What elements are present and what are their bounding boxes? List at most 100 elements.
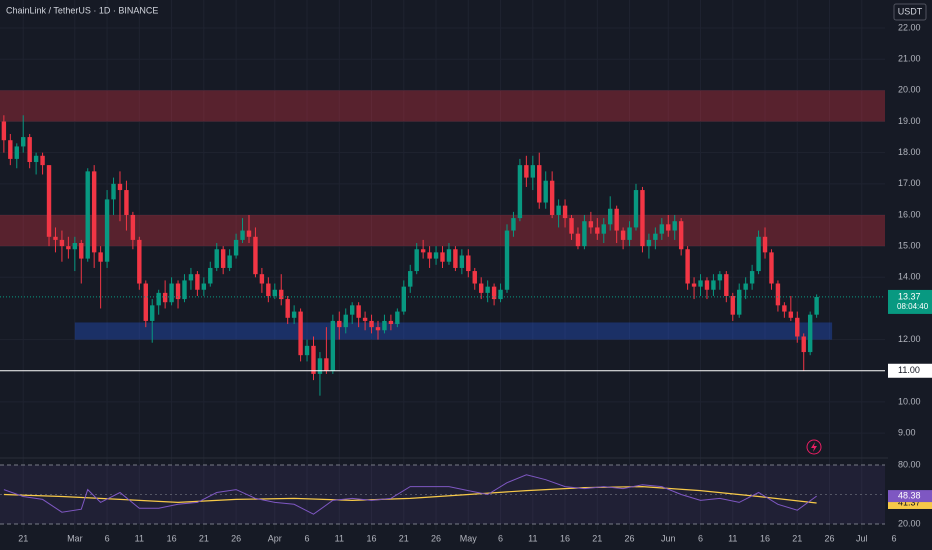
x-tick-label: Mar bbox=[67, 533, 83, 543]
x-tick-label: 21 bbox=[592, 533, 602, 543]
candle-body bbox=[124, 190, 129, 215]
candle-body bbox=[53, 236, 58, 240]
candle-body bbox=[33, 155, 39, 163]
candle-body bbox=[104, 199, 110, 262]
overlay: 21 Mar 6 11 16 21 26 Apr 6 11 16 21 26 May 6 11 16 21 26 Ju… bbox=[18, 22, 932, 543]
y-tick-label: 19.00 bbox=[898, 116, 921, 126]
candle-body bbox=[279, 289, 284, 300]
countdown: 08:04:40 bbox=[897, 302, 929, 311]
candle-body bbox=[479, 283, 484, 293]
rsi bbox=[3, 474, 817, 515]
candle-body bbox=[175, 283, 181, 300]
candle-body bbox=[756, 236, 761, 272]
candle-body bbox=[440, 252, 445, 262]
x-tick-label: Apr bbox=[268, 533, 282, 543]
alert-icon[interactable] bbox=[806, 439, 822, 455]
candle-body bbox=[717, 274, 723, 281]
candle-body bbox=[117, 183, 123, 191]
candle-body bbox=[659, 224, 665, 234]
x-tick-label: Jul bbox=[856, 533, 868, 543]
candle-body bbox=[40, 155, 45, 166]
candle-body bbox=[678, 221, 684, 250]
candle-body bbox=[317, 358, 323, 374]
x-tick-label: 21 bbox=[399, 533, 409, 543]
candle-body bbox=[517, 165, 523, 219]
rsi_ma bbox=[3, 485, 817, 504]
candle-body bbox=[620, 230, 626, 240]
rsi-tick-label: 80.00 bbox=[898, 459, 921, 469]
candle-body bbox=[698, 280, 703, 287]
price-axis-bg bbox=[888, 0, 932, 550]
candle-body bbox=[807, 314, 813, 353]
rsi_ma-value-label: 41.37 bbox=[898, 497, 921, 507]
y-tick-label: 17.00 bbox=[898, 178, 921, 188]
x-tick-label: 11 bbox=[135, 533, 144, 543]
candle-body bbox=[227, 255, 232, 268]
candle-body bbox=[640, 190, 645, 247]
candle-body bbox=[188, 274, 194, 281]
candle-body bbox=[562, 205, 568, 219]
candle-body bbox=[27, 137, 32, 163]
x-tick-label: 11 bbox=[728, 533, 737, 543]
plot bbox=[0, 0, 885, 530]
candle-body bbox=[46, 165, 52, 237]
candle-body bbox=[395, 311, 400, 325]
x-tick-label: 6 bbox=[305, 533, 310, 543]
x-tick-label: 26 bbox=[231, 533, 241, 543]
candle-body bbox=[72, 243, 78, 250]
candle-body bbox=[453, 249, 458, 268]
x-tick-label: 26 bbox=[825, 533, 835, 543]
candle-body bbox=[240, 230, 245, 240]
candle-body bbox=[362, 317, 368, 321]
candle-body bbox=[762, 236, 768, 253]
candle-body bbox=[795, 317, 800, 337]
candle-body bbox=[285, 299, 290, 318]
candle-body bbox=[304, 345, 310, 356]
y-tick-label: 18.00 bbox=[898, 147, 921, 157]
candle-body bbox=[737, 289, 742, 315]
candle-body bbox=[408, 271, 413, 287]
candle-body bbox=[220, 249, 226, 268]
last-price-label: 13.37 bbox=[898, 291, 921, 301]
candle-body bbox=[504, 230, 510, 290]
candle-body bbox=[201, 283, 207, 290]
candle-body bbox=[130, 214, 136, 240]
candle-body bbox=[711, 280, 716, 290]
y-tick-label: 9.00 bbox=[898, 427, 916, 437]
candle-body bbox=[337, 320, 342, 328]
last-price-bg bbox=[888, 289, 932, 314]
candle-body bbox=[111, 183, 116, 200]
candle-body bbox=[459, 255, 465, 268]
candle-body bbox=[646, 239, 652, 247]
candle-body bbox=[79, 243, 84, 259]
candle-body bbox=[98, 252, 103, 262]
y-tick-label: 14.00 bbox=[898, 272, 921, 282]
candle-body bbox=[150, 305, 155, 321]
x-tick-label: 26 bbox=[431, 533, 441, 543]
candle-body bbox=[375, 327, 381, 331]
x-tick-label: 26 bbox=[625, 533, 635, 543]
candle-body bbox=[498, 289, 503, 300]
candle-body bbox=[246, 230, 252, 237]
currency: USDT bbox=[898, 6, 923, 16]
candle-body bbox=[549, 180, 555, 215]
candle-body bbox=[356, 305, 361, 318]
currency-badge[interactable] bbox=[893, 3, 927, 21]
candle-body bbox=[214, 249, 219, 268]
x-tick-label: 6 bbox=[892, 533, 897, 543]
x-tick-label: 6 bbox=[498, 533, 503, 543]
rsi-value-label: 48.38 bbox=[898, 490, 921, 500]
x-tick-label: 21 bbox=[199, 533, 209, 543]
y-tick-label: 20.00 bbox=[898, 85, 921, 95]
x-tick-label: 21 bbox=[18, 533, 28, 543]
candle-body bbox=[420, 249, 426, 253]
candle-body bbox=[8, 140, 13, 159]
candle-body bbox=[382, 320, 387, 331]
candle-body bbox=[298, 311, 303, 356]
x-tick-label: 16 bbox=[760, 533, 770, 543]
candle-body bbox=[556, 205, 561, 215]
candle-body bbox=[524, 165, 529, 178]
candle-body bbox=[666, 224, 671, 231]
y-tick-label: 16.00 bbox=[898, 209, 921, 219]
candle-body bbox=[530, 165, 536, 178]
